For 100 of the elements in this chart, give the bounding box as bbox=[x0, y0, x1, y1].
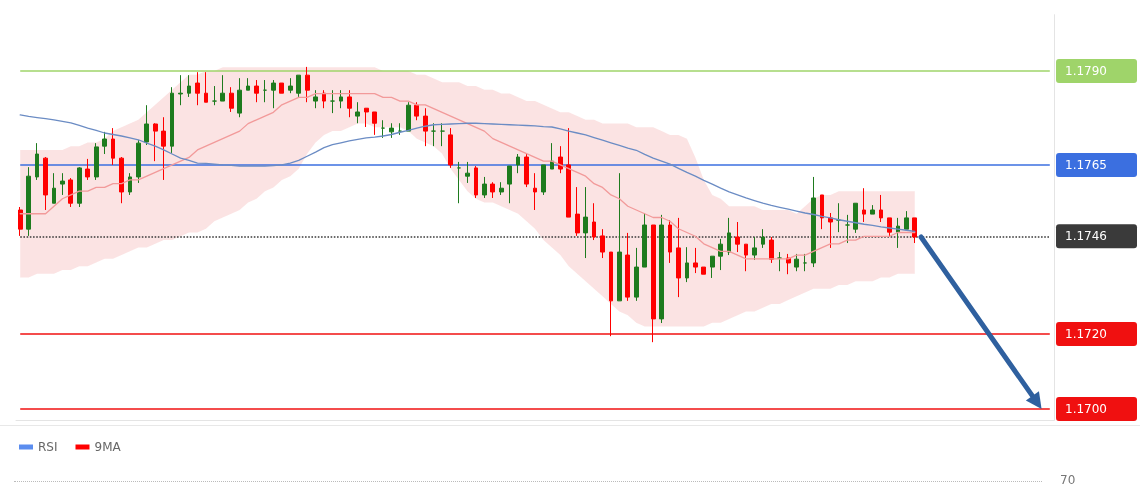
candlestick bbox=[389, 122, 394, 139]
candlestick bbox=[524, 153, 529, 188]
candlestick bbox=[406, 101, 411, 132]
candlestick bbox=[516, 153, 520, 174]
candlestick bbox=[609, 251, 613, 337]
candlestick bbox=[870, 204, 875, 215]
candlestick bbox=[566, 127, 571, 218]
candlestick bbox=[35, 142, 39, 181]
candlestick bbox=[693, 247, 698, 274]
candlestick bbox=[794, 253, 799, 272]
candlestick bbox=[288, 77, 293, 94]
candlestick bbox=[119, 156, 124, 204]
candlestick bbox=[237, 77, 242, 118]
candlestick bbox=[735, 221, 740, 253]
candlestick bbox=[558, 145, 563, 174]
candlestick bbox=[305, 66, 310, 103]
candlestick bbox=[204, 71, 208, 103]
y-tick-label: 1.1700 bbox=[1065, 402, 1108, 417]
candlestick bbox=[786, 253, 791, 275]
candlestick bbox=[879, 194, 883, 223]
candlestick bbox=[592, 202, 596, 241]
candlestick bbox=[246, 77, 250, 91]
candlestick bbox=[355, 101, 360, 124]
candlestick bbox=[634, 247, 639, 302]
y-tick-label: 1.1720 bbox=[1065, 326, 1108, 341]
candlestick bbox=[507, 165, 512, 204]
candlestick bbox=[263, 79, 267, 103]
candlestick bbox=[651, 224, 656, 343]
candlestick bbox=[718, 238, 723, 271]
candlestick bbox=[279, 82, 284, 94]
candlestick bbox=[642, 212, 647, 268]
candlestick bbox=[254, 79, 259, 103]
candlestick bbox=[752, 236, 757, 261]
candlestick bbox=[43, 156, 48, 211]
candlestick bbox=[482, 176, 487, 199]
candlestick bbox=[541, 164, 546, 196]
candlestick bbox=[710, 255, 715, 279]
candlestick bbox=[583, 186, 588, 259]
candlestick bbox=[777, 251, 782, 272]
y-tick-label: 1.1765 bbox=[1065, 157, 1108, 172]
candlestick bbox=[431, 122, 436, 147]
candlestick bbox=[60, 172, 65, 196]
candlestick bbox=[600, 228, 605, 259]
candlestick bbox=[153, 122, 158, 162]
candlestick bbox=[212, 85, 217, 106]
candlestick bbox=[77, 166, 82, 208]
candlestick bbox=[161, 116, 166, 181]
candlestick bbox=[85, 158, 90, 181]
candlestick bbox=[803, 253, 807, 272]
candlestick bbox=[448, 127, 453, 169]
candlestick bbox=[676, 217, 681, 298]
candlestick bbox=[364, 107, 369, 128]
candlestick bbox=[271, 79, 276, 109]
candlestick bbox=[322, 89, 326, 109]
candlestick bbox=[845, 214, 850, 244]
candlestick bbox=[617, 172, 622, 302]
candlestick bbox=[440, 122, 445, 147]
candlestick bbox=[769, 236, 774, 264]
candlestick bbox=[26, 166, 31, 237]
candlestick bbox=[474, 165, 478, 199]
candlestick bbox=[828, 212, 833, 249]
line-series bbox=[19, 92, 916, 260]
candlestick bbox=[533, 172, 537, 211]
candlestick bbox=[625, 232, 630, 302]
candlestick bbox=[820, 194, 824, 230]
candlestick bbox=[111, 127, 115, 166]
candlestick bbox=[144, 104, 149, 146]
candlestick bbox=[170, 86, 174, 154]
candlestick bbox=[912, 217, 917, 244]
candlestick bbox=[853, 202, 858, 234]
y-tick-label: 1.1790 bbox=[1065, 64, 1108, 79]
candlestick bbox=[229, 86, 234, 113]
candlestick bbox=[136, 139, 141, 184]
candlestick bbox=[195, 71, 200, 106]
legend-label: RSI bbox=[38, 440, 58, 454]
candlestick bbox=[187, 74, 191, 98]
candlestick bbox=[347, 89, 352, 118]
candlestick bbox=[330, 89, 335, 114]
candlestick bbox=[372, 111, 377, 136]
candlestick bbox=[313, 89, 318, 109]
candlestick bbox=[701, 266, 706, 275]
candlestick bbox=[52, 172, 56, 204]
candlestick bbox=[659, 214, 664, 324]
candlestick bbox=[668, 219, 672, 264]
candlestick bbox=[465, 161, 470, 184]
candlestick bbox=[381, 119, 385, 139]
candlestick bbox=[836, 202, 841, 233]
candlestick bbox=[339, 89, 343, 109]
candlestick bbox=[457, 161, 461, 204]
candlestick bbox=[550, 142, 554, 170]
candlestick bbox=[744, 243, 748, 272]
candlestick bbox=[18, 206, 23, 237]
candlestick bbox=[220, 74, 225, 102]
candlestick bbox=[761, 228, 765, 249]
line-series bbox=[19, 114, 916, 233]
y-tick-label: 1.1746 bbox=[1065, 229, 1108, 244]
candlestick bbox=[178, 74, 183, 106]
candlestick bbox=[102, 131, 107, 155]
candlestick bbox=[685, 246, 689, 283]
candlestick bbox=[727, 217, 731, 256]
